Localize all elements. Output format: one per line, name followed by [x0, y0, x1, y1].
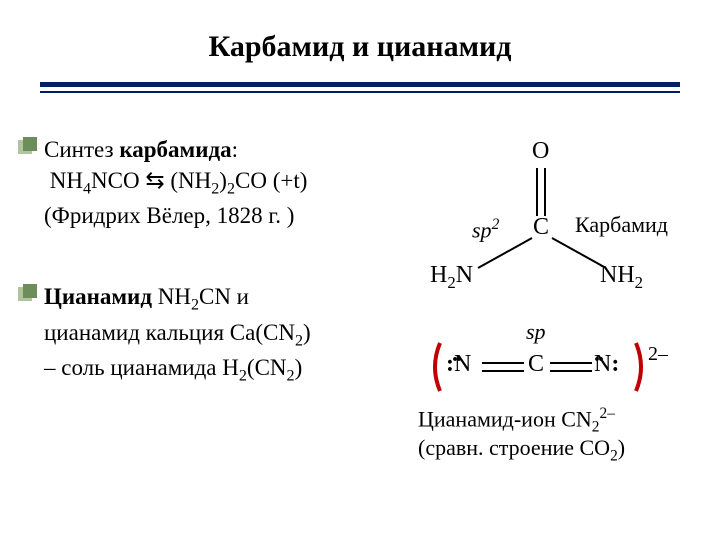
atom-n-left: .. :N — [446, 351, 471, 378]
cy-l3: – соль цианамида H2(CN2) — [44, 355, 302, 380]
synthesis-text: Синтез карбамида: NH4NCO ⇆ (NH2)2CO (+t)… — [44, 134, 370, 231]
syn-l2: NH4NCO ⇆ (NH2)2CO (+t) — [44, 168, 307, 193]
cyanamide-compare: (сравн. строение CO2) — [418, 435, 625, 465]
slide: Карбамид и цианамид Синтез карбамида: NH… — [0, 0, 720, 540]
cyanamide-diagram: sp .. :N C .. N: 2– Цианамид-ион CN22– (… — [390, 319, 680, 469]
sp-label: sp — [526, 319, 546, 345]
syn-l1b: карбамида — [119, 137, 231, 162]
cy-l2: цианамид кальция Ca(CN2) — [44, 320, 311, 345]
atom-c: C — [528, 351, 544, 378]
bullet-icon — [18, 140, 32, 154]
cy-l1b: NH2CN и — [152, 284, 249, 309]
carbamide-diagram: O C H2N NH2 sp2 Карбамид — [390, 134, 680, 294]
sp2-label: sp2 — [472, 216, 499, 243]
right-column: O C H2N NH2 sp2 Карбамид — [390, 134, 680, 469]
charge: 2– — [648, 343, 668, 366]
title-underline — [40, 82, 680, 94]
atom-nh2: NH2 — [600, 262, 643, 293]
syn-l3: (Фридрих Вёлер, 1828 г. ) — [44, 203, 294, 228]
content: Синтез карбамида: NH4NCO ⇆ (NH2)2CO (+t)… — [40, 134, 680, 469]
line-thin — [40, 91, 680, 93]
line-thick — [40, 82, 680, 87]
atom-n-right: .. N: — [594, 351, 619, 378]
left-column: Синтез карбамида: NH4NCO ⇆ (NH2)2CO (+t)… — [40, 134, 370, 469]
page-title: Карбамид и цианамид — [40, 30, 680, 64]
cyanamide-ion-label: Цианамид-ион CN22– — [418, 405, 678, 437]
atom-c: C — [533, 214, 549, 241]
carbamide-label: Карбамид — [575, 212, 668, 238]
atom-o: O — [532, 138, 549, 165]
syn-l1c: : — [232, 137, 238, 162]
cy-l1a: Цианамид — [44, 284, 152, 309]
syn-l1a: Синтез — [44, 137, 119, 162]
block-cyanamide: Цианамид NH2CN и цианамид кальция Ca(CN2… — [40, 281, 370, 387]
block-synthesis: Синтез карбамида: NH4NCO ⇆ (NH2)2CO (+t)… — [40, 134, 370, 231]
atom-h2n: H2N — [430, 262, 473, 293]
cyanamide-text: Цианамид NH2CN и цианамид кальция Ca(CN2… — [44, 281, 370, 387]
bullet-icon — [18, 287, 32, 301]
